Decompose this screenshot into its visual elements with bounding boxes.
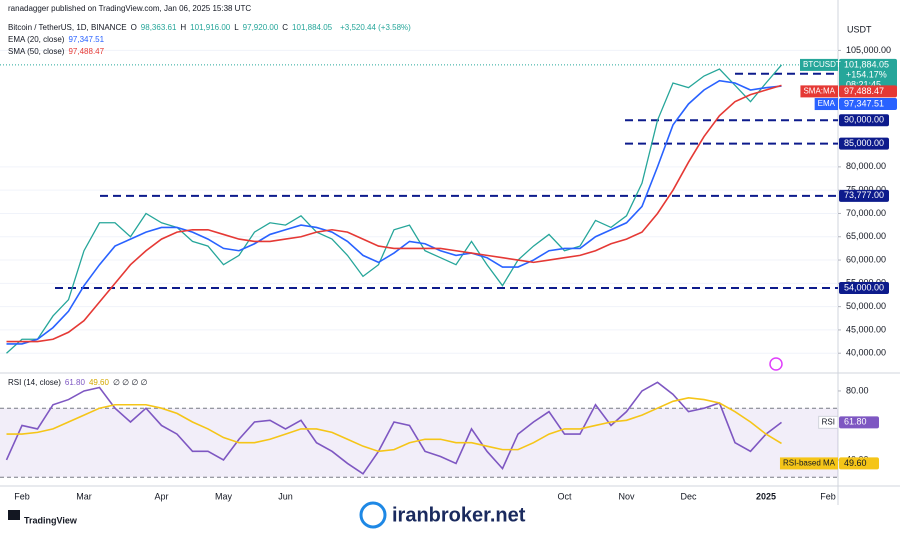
legend-text: +3,520.44 (+3.58%) — [340, 23, 411, 32]
level-tag — [839, 114, 889, 127]
x-tick-label: May — [215, 491, 233, 501]
legend-text: H — [180, 23, 186, 32]
x-tick-label: Apr — [154, 491, 168, 501]
legend-text: EMA (20, close) — [8, 35, 65, 44]
legend-text: 101,884.05 — [292, 23, 333, 32]
level-tag — [839, 137, 889, 150]
level-label: 85,000.00 — [844, 138, 884, 148]
y-tick-label: 75,000.00 — [846, 185, 886, 195]
legend-text: 97,920.00 — [243, 23, 279, 32]
legend-text: O — [131, 23, 137, 32]
rsi-tag-value: 61.80 — [844, 417, 867, 427]
legend-text: L — [234, 23, 239, 32]
indicator-name-tag — [800, 85, 838, 98]
y-tick-label: 80,000.00 — [846, 161, 886, 171]
level-tag — [839, 189, 889, 202]
y-tick-label: 60,000.00 — [846, 254, 886, 264]
series-line — [5, 381, 782, 475]
rsi-tag-value: 49.60 — [844, 458, 867, 468]
level-label: 54,000.00 — [844, 282, 884, 292]
x-tick-label: 2025 — [756, 491, 776, 501]
level-label: 73,777.00 — [844, 190, 884, 200]
indicator-tag-value: 97,488.47 — [844, 86, 884, 96]
legend-text: 61.80 — [65, 378, 86, 387]
y-tick-label: 45,000.00 — [846, 324, 886, 334]
rsi-tag-name: RSI — [822, 417, 835, 426]
indicator-name-tag — [814, 98, 838, 111]
y-tick-label: 50,000.00 — [846, 301, 886, 311]
legend-text: 97,347.51 — [68, 35, 104, 44]
legend-text: Bitcoin / TetherUS, 1D, BINANCE — [8, 23, 127, 32]
x-tick-label: Jun — [278, 491, 293, 501]
level-label: 90,000.00 — [844, 115, 884, 125]
x-tick-label: Mar — [76, 491, 92, 501]
series-line — [6, 84, 782, 343]
watermark-logo — [359, 501, 387, 529]
price-tag-value: 101,884.05 — [844, 59, 889, 69]
legend-text: 49.60 — [89, 378, 110, 387]
publisher: ranadagger published on TradingView.com,… — [8, 4, 251, 13]
indicator-tag-name: SMA:MA — [803, 87, 835, 96]
brand-logo — [8, 510, 20, 520]
legend-text: 98,363.61 — [141, 23, 177, 32]
series-line — [6, 79, 782, 345]
rsi-tag-name: RSI-based MA — [783, 459, 836, 468]
legend-text: RSI (14, close) — [8, 378, 61, 387]
level-tag — [839, 282, 889, 295]
x-tick-label: Oct — [557, 491, 572, 501]
rsi-name-tag — [779, 457, 838, 470]
legend-text: 97,488.47 — [68, 47, 104, 56]
legend-text: C — [282, 23, 288, 32]
legend-text: ∅ ∅ ∅ ∅ — [113, 378, 148, 387]
y-tick-label: 105,000.00 — [846, 45, 891, 55]
watermark: iranbroker.net — [392, 504, 526, 526]
price-tag-change: +154.17% — [846, 69, 887, 79]
indicator-tag-name: EMA — [818, 99, 836, 108]
series-line — [6, 397, 782, 453]
rsi-name-tag — [818, 415, 839, 429]
legend-text: 101,916.00 — [190, 23, 231, 32]
x-tick-label: Feb — [820, 491, 836, 501]
price-tag — [839, 58, 897, 91]
x-tick-label: Dec — [680, 491, 697, 501]
rsi-tag — [839, 457, 879, 470]
symbol-tag — [800, 58, 838, 71]
y-tick-label: 65,000.00 — [846, 231, 886, 241]
indicator-tag — [839, 85, 897, 98]
price-tag-countdown: 08:21:45 — [846, 79, 881, 89]
y-tick-label: 80.00 — [846, 385, 869, 395]
symbol-tag-label: BTCUSDT — [803, 60, 841, 69]
event-icon — [769, 357, 783, 371]
x-tick-label: Nov — [618, 491, 635, 501]
legend-text: SMA (50, close) — [8, 47, 65, 56]
brand: TradingView — [24, 515, 78, 525]
indicator-tag-value: 97,347.51 — [844, 98, 884, 108]
indicator-tag — [839, 98, 897, 111]
rsi-tag — [839, 416, 879, 429]
x-tick-label: Feb — [14, 491, 30, 501]
y-tick-label: 70,000.00 — [846, 208, 886, 218]
series-line — [6, 64, 782, 354]
y-tick-label: 40,000.00 — [846, 348, 886, 358]
currency: USDT — [847, 24, 872, 34]
